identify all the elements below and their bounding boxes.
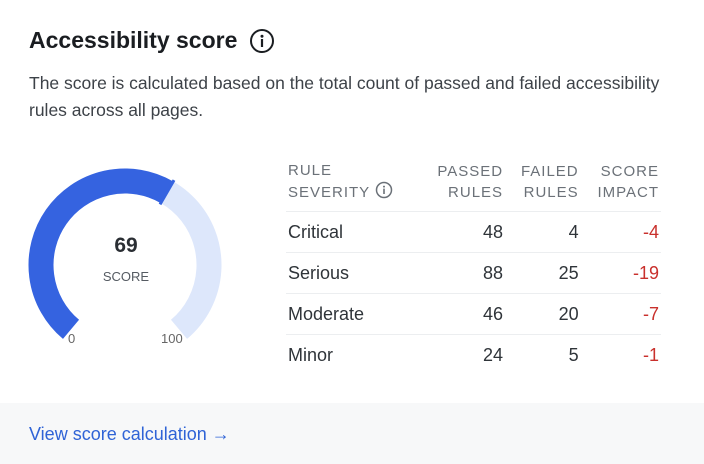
passed-cell: 46 (419, 293, 506, 335)
info-icon[interactable] (249, 28, 275, 54)
failed-cell: 20 (505, 293, 581, 335)
title-text: Accessibility score (29, 27, 238, 53)
header-score-impact: SCORE IMPACT (597, 163, 659, 201)
gauge-max-label: 100 (161, 331, 183, 346)
header-rule-severity: RULE SEVERITY (286, 160, 420, 212)
card-footer (0, 403, 704, 464)
impact-cell: -4 (580, 211, 661, 253)
impact-cell: -1 (580, 334, 661, 375)
failed-cell: 25 (505, 252, 581, 294)
severity-cell: Minor (286, 334, 420, 375)
passed-cell: 88 (419, 252, 506, 294)
rules-table: RULE SEVERITY PASSED RULES FAILED RULES SCO… (286, 160, 661, 375)
header-passed-rules: PASSED RULES (437, 163, 504, 201)
severity-cell: Serious (286, 252, 420, 294)
impact-cell: -19 (580, 252, 661, 294)
severity-cell: Critical (286, 211, 420, 253)
view-score-calculation-link[interactable]: View score calculation → (29, 424, 230, 444)
passed-cell: 48 (419, 211, 506, 253)
score-value: 69 (114, 234, 138, 257)
impact-cell: -7 (580, 293, 661, 335)
severity-info-icon[interactable] (375, 181, 393, 199)
failed-cell: 5 (505, 334, 581, 375)
score-gauge (28, 168, 222, 339)
card-description: The score is calculated based on the tot… (29, 73, 660, 120)
table-row: Minor 24 5 -1 (286, 334, 661, 375)
score-label: SCORE (102, 269, 150, 284)
passed-cell: 24 (419, 334, 506, 375)
table-row: Critical 48 4 -4 (286, 211, 661, 253)
header-failed-rules: FAILED RULES (520, 163, 579, 201)
severity-cell: Moderate (286, 293, 420, 335)
card-title: Accessibility score (29, 27, 275, 54)
gauge-fill (28, 168, 174, 339)
failed-cell: 4 (505, 211, 581, 253)
table-row: Moderate 46 20 -7 (286, 293, 661, 335)
gauge-marker (158, 179, 176, 206)
table-row: Serious 88 25 -19 (286, 252, 661, 294)
table-header-row: RULE SEVERITY PASSED RULES FAILED RULES SCO… (286, 160, 661, 212)
gauge-min-label: 0 (68, 331, 76, 346)
